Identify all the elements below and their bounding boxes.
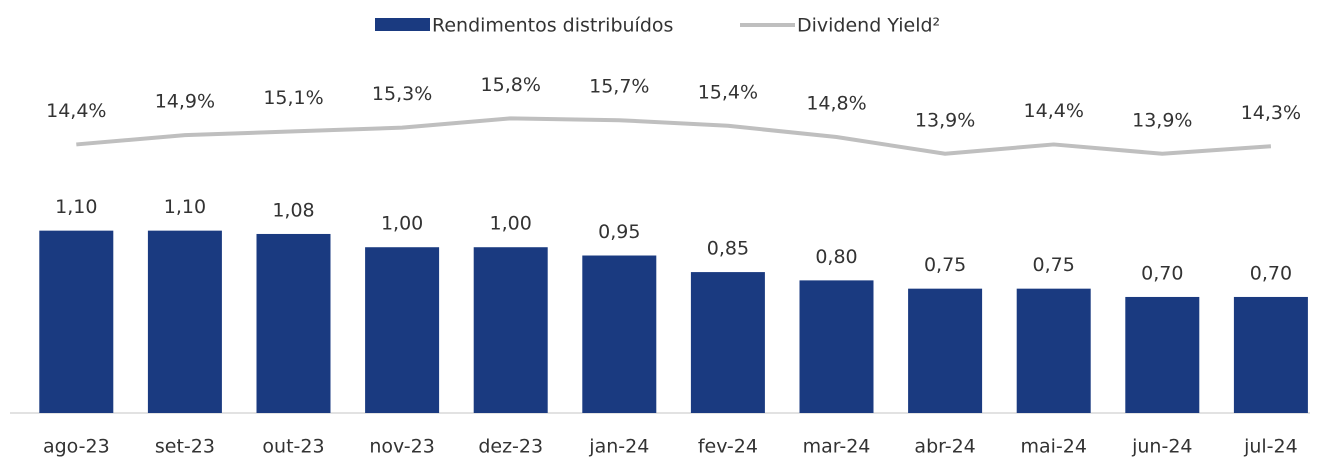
x-tick-label: mar-24 bbox=[803, 436, 871, 458]
data-label: 1,08 bbox=[272, 199, 314, 221]
bar bbox=[473, 247, 548, 413]
bar bbox=[908, 288, 983, 413]
data-label: 1,00 bbox=[381, 213, 423, 235]
bar bbox=[365, 247, 440, 413]
x-tick-label: ago-23 bbox=[43, 436, 110, 458]
data-label: 15,3% bbox=[372, 83, 432, 105]
bar bbox=[256, 233, 331, 413]
x-tick-label: out-23 bbox=[262, 436, 324, 458]
bar bbox=[1016, 288, 1091, 413]
data-label: 15,4% bbox=[698, 81, 758, 103]
data-label: 15,8% bbox=[481, 74, 541, 96]
x-tick-label: dez-23 bbox=[478, 436, 543, 458]
bar bbox=[147, 230, 222, 413]
data-label: 0,95 bbox=[598, 221, 640, 243]
x-tick-label: nov-23 bbox=[369, 436, 434, 458]
data-label: 15,1% bbox=[263, 87, 323, 109]
bar bbox=[799, 280, 874, 413]
data-label: 13,9% bbox=[915, 109, 975, 131]
bar bbox=[1125, 296, 1200, 413]
x-tick-label: abr-24 bbox=[914, 436, 975, 458]
data-label: 13,9% bbox=[1132, 109, 1192, 131]
data-label: 14,4% bbox=[46, 100, 106, 122]
x-tick-label: jan-24 bbox=[588, 436, 649, 458]
data-label: 1,10 bbox=[55, 196, 97, 218]
data-label: 0,80 bbox=[815, 246, 857, 268]
bar bbox=[39, 230, 114, 413]
legend-label: Dividend Yield² bbox=[797, 15, 940, 37]
data-label: 0,70 bbox=[1141, 262, 1183, 284]
x-tick-label: set-23 bbox=[155, 436, 215, 458]
legend-label: Rendimentos distribuídos bbox=[432, 15, 673, 37]
data-label: 1,10 bbox=[164, 196, 206, 218]
x-tick-label: jul-24 bbox=[1243, 436, 1298, 458]
x-tick-label: fev-24 bbox=[698, 436, 758, 458]
x-tick-label: jun-24 bbox=[1131, 436, 1192, 458]
data-label: 14,3% bbox=[1241, 102, 1301, 124]
data-label: 0,85 bbox=[707, 238, 749, 260]
bar bbox=[582, 255, 657, 413]
x-tick-label: mai-24 bbox=[1020, 436, 1086, 458]
data-label: 0,75 bbox=[1033, 254, 1075, 276]
data-label: 1,00 bbox=[490, 213, 532, 235]
data-label: 0,70 bbox=[1250, 262, 1292, 284]
bar bbox=[690, 272, 765, 413]
legend-swatch bbox=[375, 18, 430, 31]
data-label: 14,8% bbox=[806, 92, 866, 114]
data-label: 14,4% bbox=[1024, 100, 1084, 122]
data-label: 15,7% bbox=[589, 76, 649, 98]
data-label: 0,75 bbox=[924, 254, 966, 276]
line bbox=[76, 116, 1272, 156]
data-label: 14,9% bbox=[155, 91, 215, 113]
bar bbox=[1233, 296, 1308, 413]
